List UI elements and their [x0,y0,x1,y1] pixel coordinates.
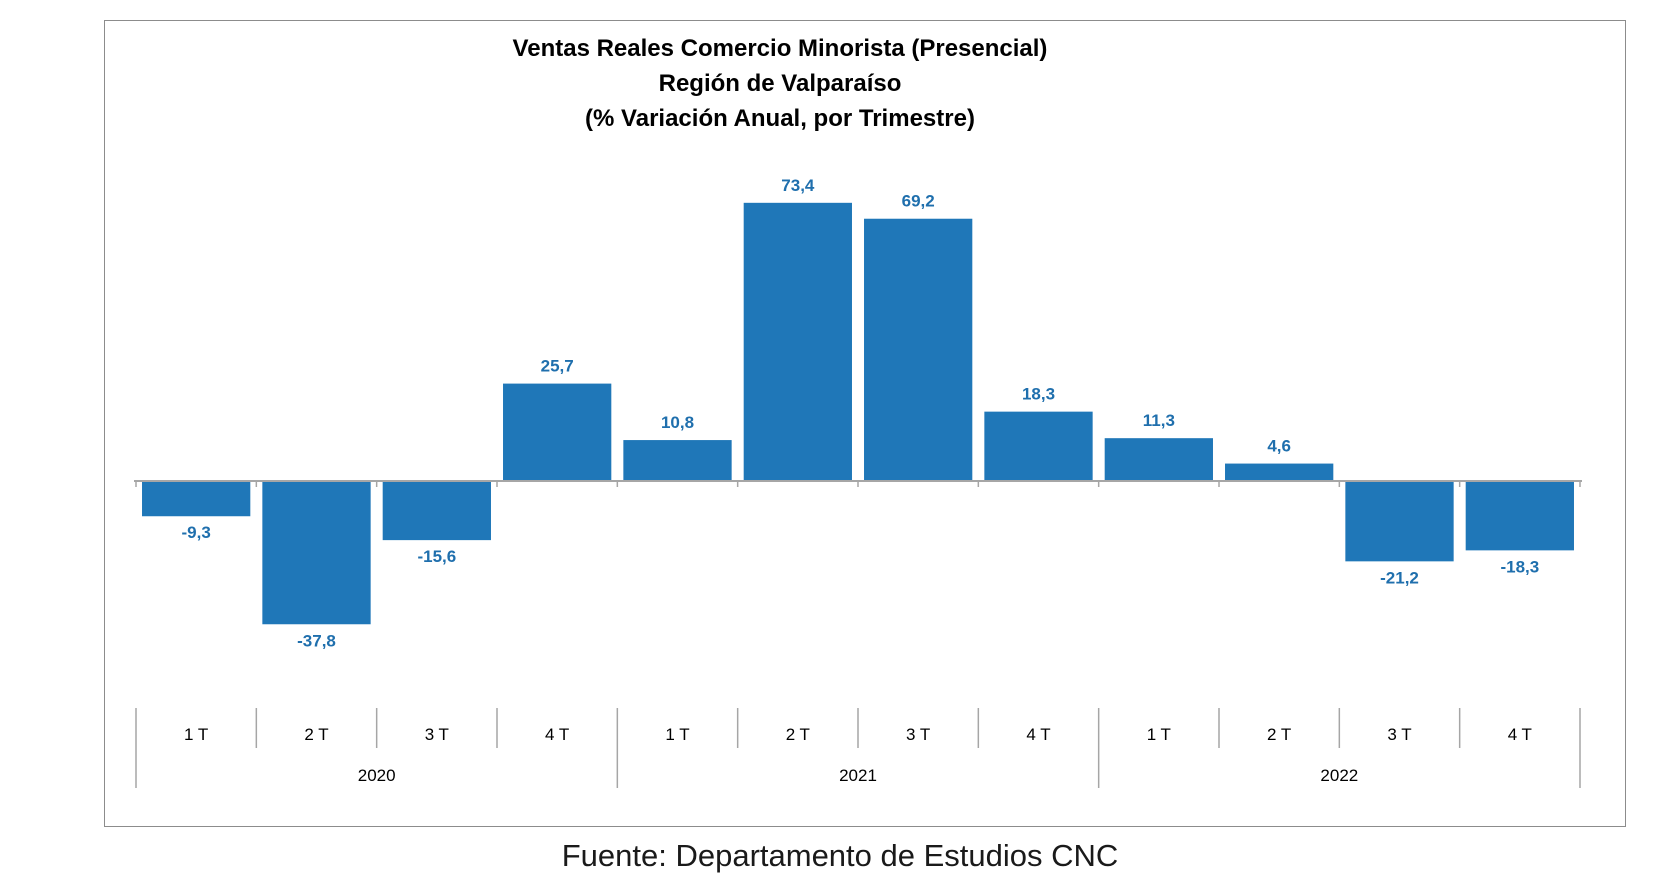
bar [142,481,251,517]
bar [382,481,491,541]
bars [142,202,1574,625]
tick-label: 2 T [304,725,328,744]
group-label: 2022 [1320,766,1358,785]
x-axis: 1 T 2 T 3 T 4 T 1 T 2 T 3 T 4 T 1 T 2 T 3 T 4 T 2020… [134,480,1582,788]
bar [262,481,371,625]
tick-label: 2 T [786,725,810,744]
data-label: 4,6 [1267,437,1291,456]
tick-label: 4 T [1026,725,1050,744]
data-label: -15,6 [417,547,456,566]
bar [743,202,852,481]
data-label: -9,3 [182,523,211,542]
tick-label: 1 T [665,725,689,744]
bar [1225,463,1334,481]
data-label: -21,2 [1380,568,1419,587]
tick-label: 3 T [906,725,930,744]
data-label: 18,3 [1022,385,1055,404]
group-label: 2020 [358,766,396,785]
tick-label: 4 T [545,725,569,744]
data-label: 11,3 [1143,411,1175,430]
tick-label: 4 T [1508,725,1532,744]
bar [1345,481,1454,562]
tick-label: 2 T [1267,725,1291,744]
data-labels: -9,3 -37,8 -15,6 25,7 10,8 73,4 69,2 18,3 11,3 4,… [182,176,1540,650]
chart-title-line: Región de Valparaíso [659,70,902,97]
chart-title: Ventas Reales Comercio Minorista (Presen… [513,35,1048,132]
source-note: Fuente: Departamento de Estudios CNC [561,838,1119,873]
bar [503,383,612,481]
bar [984,411,1093,481]
data-label: 25,7 [541,357,574,376]
bar [1104,438,1213,481]
group-label: 2021 [839,766,877,785]
tick-label: 1 T [184,725,208,744]
data-label: 10,8 [661,413,694,432]
bar [1465,481,1574,551]
bar [623,440,732,481]
tick-label: 3 T [425,725,449,744]
data-label: 73,4 [781,176,815,195]
chart-title-line: Ventas Reales Comercio Minorista (Presen… [513,35,1048,62]
chart-title-line: (% Variación Anual, por Trimestre) [585,105,975,132]
tick-label: 1 T [1147,725,1171,744]
tick-label: 3 T [1387,725,1411,744]
bar [864,218,973,481]
data-label: -18,3 [1500,557,1539,576]
data-label: -37,8 [297,631,336,650]
data-label: 69,2 [902,192,935,211]
